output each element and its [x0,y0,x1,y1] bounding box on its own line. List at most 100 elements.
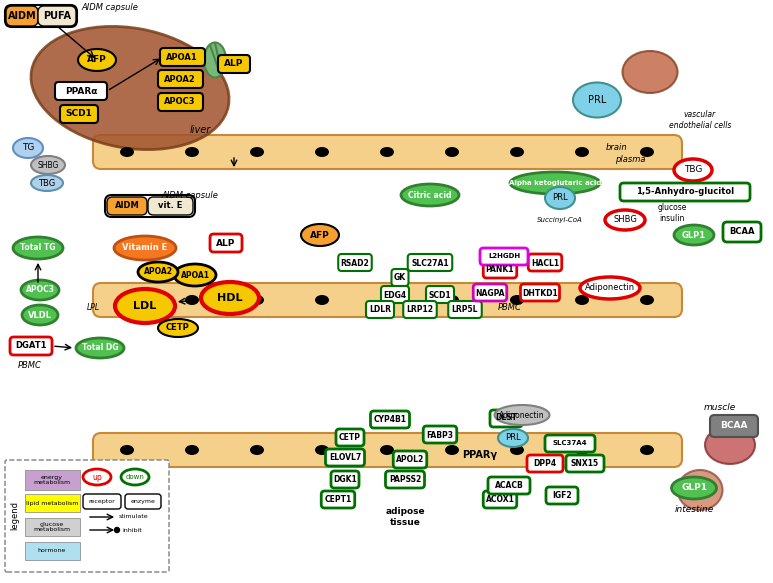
Text: ELOVL7: ELOVL7 [329,454,361,462]
Ellipse shape [510,445,524,455]
Ellipse shape [575,295,589,305]
FancyBboxPatch shape [620,183,750,201]
Text: APOC3: APOC3 [164,97,196,107]
FancyBboxPatch shape [448,301,482,318]
FancyBboxPatch shape [407,254,452,271]
Text: CETP: CETP [339,434,361,442]
Ellipse shape [545,187,575,209]
Text: energy
metabolism: energy metabolism [33,475,70,486]
Ellipse shape [114,528,120,532]
Text: AFP: AFP [310,230,330,240]
Text: ACACB: ACACB [495,480,523,490]
FancyBboxPatch shape [370,411,410,428]
Ellipse shape [83,469,111,485]
Ellipse shape [510,147,524,157]
FancyBboxPatch shape [488,477,530,494]
FancyBboxPatch shape [158,70,203,88]
Ellipse shape [674,159,712,181]
Ellipse shape [185,295,199,305]
Ellipse shape [573,83,621,118]
Text: APOA1: APOA1 [166,52,198,61]
Text: PRL: PRL [552,194,568,202]
FancyBboxPatch shape [60,105,98,123]
Ellipse shape [204,43,226,78]
Text: DPP4: DPP4 [533,458,557,468]
Text: adipose
tissue: adipose tissue [385,507,425,526]
Text: VLDL: VLDL [28,311,52,319]
Ellipse shape [120,147,134,157]
FancyBboxPatch shape [6,6,38,26]
FancyBboxPatch shape [331,471,359,488]
Text: SHBG: SHBG [613,216,637,224]
Ellipse shape [315,445,329,455]
Ellipse shape [445,445,459,455]
FancyBboxPatch shape [483,491,516,508]
Ellipse shape [677,470,723,510]
Ellipse shape [250,445,264,455]
Text: CETP: CETP [166,324,190,332]
Text: IGF2: IGF2 [552,490,572,500]
Text: muscle: muscle [704,403,736,413]
Ellipse shape [575,445,589,455]
Ellipse shape [138,262,178,282]
Text: LDLR: LDLR [369,305,391,314]
Text: CYP4B1: CYP4B1 [373,416,407,424]
Ellipse shape [380,445,394,455]
Ellipse shape [498,429,528,447]
Ellipse shape [605,210,645,230]
FancyBboxPatch shape [424,426,457,443]
Ellipse shape [672,477,717,499]
FancyBboxPatch shape [393,451,427,468]
FancyBboxPatch shape [528,254,562,271]
Text: vascular
endothelial cells: vascular endothelial cells [669,110,731,129]
Text: L2HGDH: L2HGDH [488,253,520,259]
FancyBboxPatch shape [55,82,107,100]
FancyBboxPatch shape [404,301,437,318]
Text: APOA1: APOA1 [181,271,209,279]
Ellipse shape [495,405,550,425]
Text: down: down [125,474,145,480]
Ellipse shape [78,49,116,71]
Text: SCD1: SCD1 [429,290,451,300]
FancyBboxPatch shape [381,286,409,303]
Text: APOA2: APOA2 [144,268,172,276]
FancyBboxPatch shape [386,471,424,488]
FancyBboxPatch shape [5,5,77,27]
Text: EDG4: EDG4 [383,290,407,300]
Ellipse shape [640,295,654,305]
Text: PPARγ: PPARγ [462,450,498,460]
FancyBboxPatch shape [93,283,682,317]
Text: SNX15: SNX15 [571,458,599,468]
FancyBboxPatch shape [125,494,161,509]
Text: Total DG: Total DG [82,343,118,353]
Ellipse shape [31,156,65,174]
Text: BCAA: BCAA [729,227,754,237]
FancyBboxPatch shape [25,518,80,536]
FancyBboxPatch shape [391,269,408,286]
FancyBboxPatch shape [480,248,528,265]
Text: HACL1: HACL1 [531,258,559,268]
Text: lipid metabolism: lipid metabolism [26,500,78,505]
FancyBboxPatch shape [520,284,560,301]
Text: DGK1: DGK1 [333,476,357,484]
Text: GLP1: GLP1 [681,483,707,493]
Ellipse shape [575,147,589,157]
Ellipse shape [674,225,714,245]
FancyBboxPatch shape [426,286,454,303]
Text: Vitamin E: Vitamin E [122,244,168,252]
FancyBboxPatch shape [38,6,76,26]
Ellipse shape [114,236,176,260]
Text: PAPSS2: PAPSS2 [389,476,421,484]
Text: NAGPA: NAGPA [475,289,505,297]
Text: Adiponectin: Adiponectin [499,410,545,420]
FancyBboxPatch shape [473,284,507,301]
Text: vit. E: vit. E [158,202,182,210]
Text: PRL: PRL [506,434,521,442]
Text: brain: brain [606,142,628,152]
Ellipse shape [301,224,339,246]
Ellipse shape [640,147,654,157]
Ellipse shape [250,295,264,305]
FancyBboxPatch shape [490,410,522,427]
Ellipse shape [22,305,58,325]
Ellipse shape [705,426,755,464]
